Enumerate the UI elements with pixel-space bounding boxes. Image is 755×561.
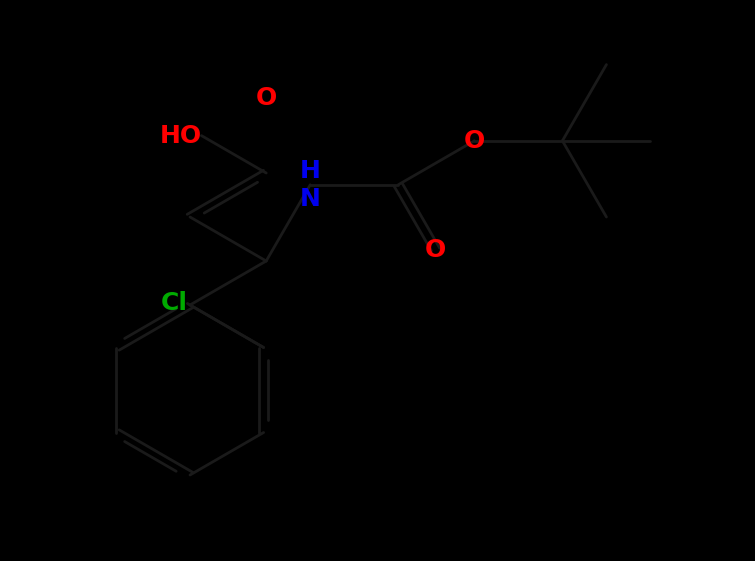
Text: O: O bbox=[464, 129, 485, 153]
Text: O: O bbox=[425, 237, 446, 261]
Text: Cl: Cl bbox=[160, 292, 187, 315]
Text: O: O bbox=[256, 86, 277, 110]
Text: H
N: H N bbox=[300, 159, 321, 211]
Text: HO: HO bbox=[159, 123, 202, 148]
